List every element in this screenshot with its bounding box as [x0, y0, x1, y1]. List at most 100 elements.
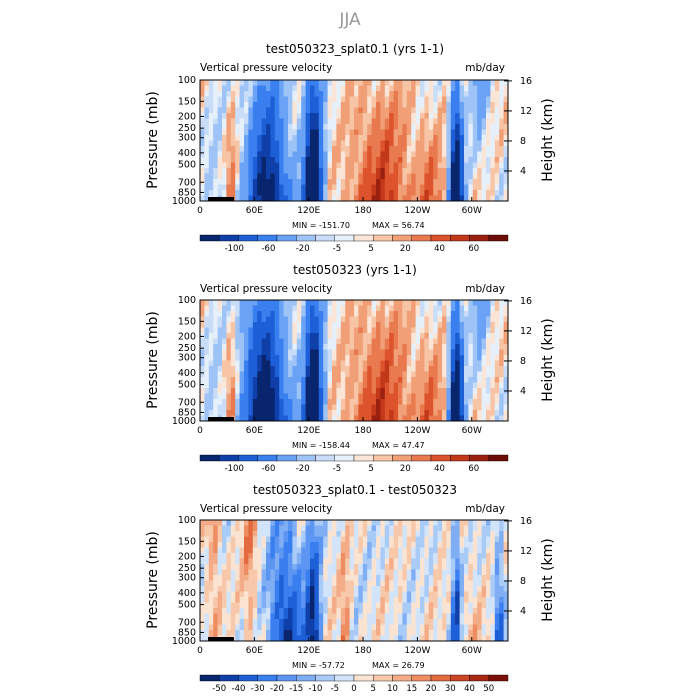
field-cell: [455, 520, 460, 526]
field-cell: [428, 360, 434, 367]
field-cell: [406, 85, 412, 92]
field-cell: [327, 558, 333, 565]
field-cell: [314, 151, 320, 158]
field-cell: [354, 624, 359, 631]
field-cell: [486, 316, 491, 323]
field-cell: [415, 151, 421, 158]
field-cell: [384, 344, 390, 350]
field-cell: [486, 168, 491, 174]
field-cell: [358, 415, 364, 422]
field-cell: [217, 316, 223, 323]
field-cell: [472, 140, 478, 147]
field-cell: [296, 118, 302, 125]
field-cell: [442, 630, 447, 636]
field-cell: [420, 613, 425, 620]
field-cell: [358, 311, 364, 317]
field-cell: [415, 311, 421, 317]
field-cell: [204, 399, 210, 405]
field-cell: [468, 162, 474, 169]
field-cell: [340, 608, 346, 614]
field-cell: [257, 173, 262, 180]
field-cell: [292, 91, 298, 97]
field-cell: [310, 355, 315, 361]
field-cell: [442, 135, 447, 141]
field-cell: [455, 305, 460, 312]
field-cell: [314, 630, 320, 636]
field-cell: [362, 360, 368, 367]
field-cell: [486, 388, 491, 394]
field-cell: [345, 173, 350, 180]
field-cell: [323, 102, 328, 108]
field-cell: [222, 102, 227, 108]
field-cell: [472, 300, 478, 306]
field-cell: [239, 624, 245, 631]
field-cell: [217, 393, 223, 400]
field-cell: [367, 91, 372, 97]
units-subtitle: mb/day: [465, 62, 505, 74]
field-cell: [296, 399, 302, 405]
field-cell: [314, 635, 320, 642]
field-cell: [200, 173, 205, 180]
field-cell: [380, 591, 386, 598]
field-cell: [318, 195, 324, 202]
colorbar-swatch: [334, 454, 355, 462]
field-cell: [389, 85, 394, 92]
field-cell: [323, 338, 328, 345]
field-cell: [398, 613, 403, 620]
field-cell: [252, 586, 258, 592]
field-cell: [310, 388, 315, 394]
field-cell: [283, 531, 289, 537]
field-cell: [472, 151, 478, 158]
field-cell: [301, 564, 306, 570]
field-cell: [358, 344, 364, 350]
field-cell: [367, 580, 372, 587]
field-cell: [411, 382, 416, 389]
field-cell: [503, 151, 509, 158]
field-cell: [288, 597, 293, 603]
field-cell: [362, 102, 368, 108]
field-cell: [411, 146, 416, 152]
x-tick-label: 180: [354, 646, 371, 656]
field-cell: [380, 371, 386, 378]
field-cell: [420, 338, 425, 345]
field-cell: [455, 382, 460, 389]
field-cell: [230, 569, 236, 576]
field-cell: [428, 85, 434, 92]
field-cell: [433, 558, 438, 565]
field-cell: [318, 635, 324, 642]
field-cell: [288, 613, 293, 620]
field-cell: [208, 608, 214, 614]
field-cell: [442, 547, 447, 554]
field-cell: [310, 393, 315, 400]
field-cell: [420, 360, 425, 367]
field-cell: [481, 195, 487, 202]
field-cell: [459, 85, 465, 92]
field-cell: [283, 635, 289, 642]
field-cell: [208, 140, 214, 147]
field-cell: [437, 569, 443, 576]
field-cell: [481, 151, 487, 158]
field-cell: [261, 366, 267, 372]
field-cell: [362, 349, 368, 356]
field-cell: [376, 586, 381, 592]
y-tick-label: 200: [178, 551, 196, 562]
field-cell: [208, 630, 214, 636]
field-cell: [235, 597, 240, 603]
field-cell: [450, 355, 456, 361]
field-cell: [420, 575, 425, 581]
field-cell: [327, 591, 333, 598]
field-cell: [384, 377, 390, 383]
field-cell: [503, 344, 509, 350]
field-cell: [393, 157, 399, 163]
field-cell: [393, 624, 399, 631]
field-cell: [296, 382, 302, 389]
field-cell: [494, 80, 500, 86]
field-cell: [288, 118, 293, 125]
field-cell: [472, 179, 478, 185]
field-cell: [340, 597, 346, 603]
y-tick-label: 850: [178, 407, 196, 418]
field-cell: [472, 580, 478, 587]
field-cell: [468, 355, 474, 361]
field-cell: [239, 96, 245, 103]
field-cell: [433, 531, 438, 537]
